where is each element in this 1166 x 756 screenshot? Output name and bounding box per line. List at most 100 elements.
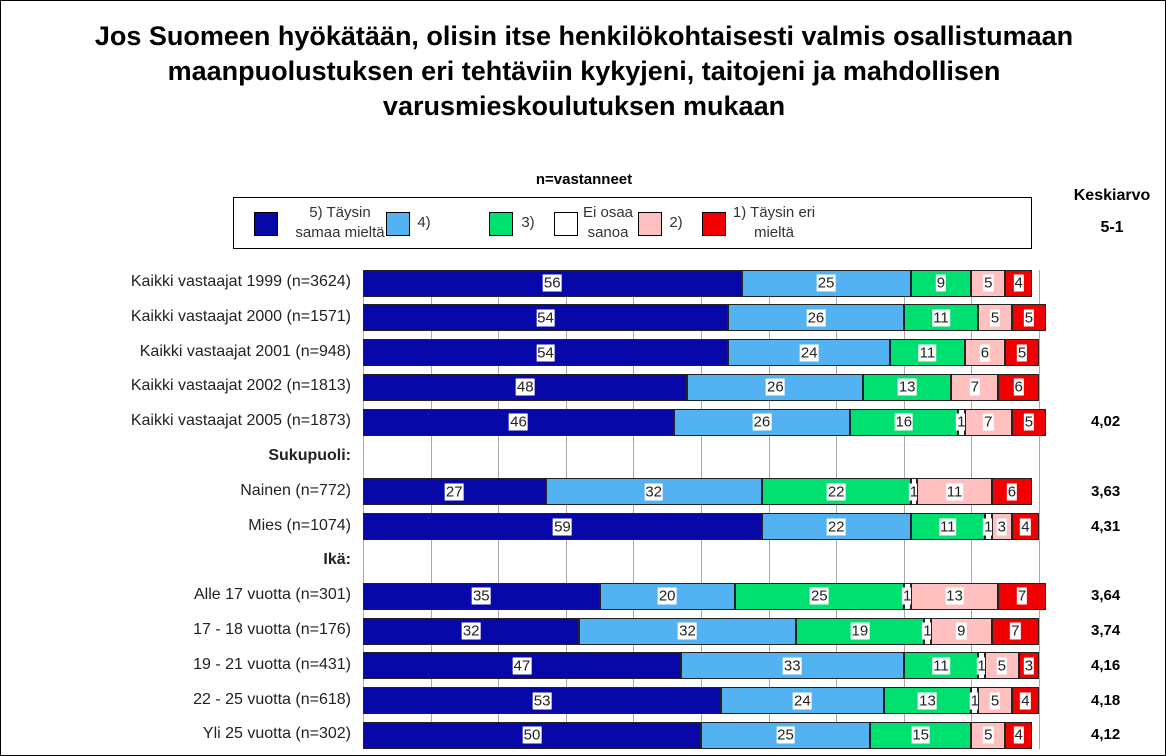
bar-segment	[991, 478, 1033, 506]
value-label: 19	[850, 622, 870, 640]
value-label: 27	[444, 483, 464, 501]
legend-label: Ei osaa sanoa	[582, 204, 634, 241]
grid-line	[768, 269, 770, 749]
value-label: 13	[945, 587, 964, 605]
value-label: 35	[471, 587, 491, 605]
value-label: 46	[509, 413, 528, 431]
value-label: 5	[989, 309, 1001, 327]
category-label: Kaikki vastaajat 1999 (n=3624)	[130, 273, 351, 290]
grid-line	[633, 269, 635, 749]
value-label: 32	[678, 622, 697, 640]
category-label: 22 - 25 vuotta (n=618)	[193, 690, 351, 708]
value-label: 5	[983, 726, 994, 744]
value-label: 7	[983, 413, 994, 431]
value-label: 54	[536, 344, 555, 362]
value-label: 11	[932, 657, 950, 675]
value-label: 9	[935, 274, 947, 292]
mean-value: 3,74	[1091, 622, 1121, 639]
value-label: 59	[553, 518, 572, 536]
bar-segment	[984, 652, 1019, 680]
bar-segment	[903, 304, 979, 332]
value-label: 1	[956, 413, 967, 431]
value-label: 24	[799, 344, 819, 362]
mean-value: 3,63	[1091, 482, 1121, 500]
bar-segment	[1011, 513, 1039, 541]
value-label: 5	[989, 692, 1001, 710]
legend-swatch	[554, 212, 578, 236]
value-label: 7	[969, 378, 980, 396]
value-label: 25	[816, 274, 836, 292]
category-label: Alle 17 vuotta (n=301)	[194, 586, 351, 604]
mean-value: 4,02	[1091, 413, 1121, 431]
value-label: 4	[1020, 518, 1031, 536]
value-label: 6	[1013, 378, 1024, 396]
legend-label: 4)	[417, 214, 431, 231]
grid-line	[903, 269, 905, 749]
bar-segment	[1011, 687, 1039, 715]
chart-title: Jos Suomeen hyökätään, olisin itse henki…	[94, 21, 1074, 121]
category-label: Kaikki vastaajat 2002 (n=1813)	[130, 377, 351, 395]
value-label: 32	[461, 622, 481, 640]
mean-value: 3,64	[1091, 587, 1121, 605]
legend-swatch	[489, 212, 513, 236]
bar-segment	[978, 687, 1012, 715]
category-label: Mies (n=1074)	[248, 516, 351, 534]
value-label: 6	[1006, 483, 1018, 501]
category-label: Ikä:	[323, 551, 351, 569]
grid-line	[971, 269, 973, 749]
value-label: 11	[918, 344, 937, 362]
value-label: 50	[522, 726, 542, 744]
legend-label: 3)	[521, 214, 535, 231]
legend-swatch	[702, 212, 726, 236]
grid-line	[430, 269, 432, 749]
value-label: 4	[1020, 692, 1031, 710]
value-label: 26	[752, 413, 772, 431]
grid-line	[565, 269, 567, 749]
value-label: 5	[983, 274, 994, 292]
mean-value: 4,16	[1091, 656, 1121, 674]
value-label: 56	[542, 274, 562, 292]
value-label: 22	[826, 483, 846, 501]
category-label: Kaikki vastaajat 2000 (n=1571)	[130, 307, 351, 325]
mean-header: Keskiarvo	[1073, 187, 1151, 204]
mean-value: 4,12	[1091, 726, 1121, 744]
legend-label: 1) Täysin eri mieltä	[732, 204, 816, 241]
value-label: 5	[1016, 344, 1028, 362]
legend-swatch	[254, 212, 278, 236]
category-label: Nainen (n=772)	[240, 481, 351, 499]
bar-segment	[964, 408, 1012, 436]
legend-swatch	[638, 212, 662, 236]
value-label: 13	[918, 692, 937, 710]
value-label: 5	[1023, 309, 1035, 327]
grid-line	[836, 269, 838, 749]
value-label: 5	[1023, 413, 1035, 431]
legend-label: 5) Täysin samaa mieltä	[295, 204, 385, 241]
value-label: 7	[1010, 622, 1021, 640]
value-label: 15	[911, 726, 931, 744]
value-label: 54	[536, 309, 555, 327]
value-label: 24	[793, 692, 812, 710]
value-label: 33	[782, 657, 802, 675]
value-label: 4	[1013, 726, 1024, 744]
value-label: 11	[932, 309, 950, 327]
value-label: 1	[908, 483, 920, 501]
value-label: 26	[766, 378, 785, 396]
value-label: 11	[938, 518, 957, 536]
legend: 5) Täysin samaa mieltä 4) 3) Ei osaa sanoa 2…	[233, 197, 1032, 249]
value-label: 1	[983, 518, 994, 536]
value-label: 20	[657, 587, 677, 605]
value-label: 47	[512, 657, 532, 675]
value-label: 25	[809, 587, 829, 605]
bar-segment	[687, 373, 864, 401]
grid-line	[701, 269, 702, 749]
value-label: 1	[969, 692, 980, 710]
category-label: 19 - 21 vuotta (n=431)	[193, 655, 351, 673]
category-label: Sukupuoli:	[268, 447, 351, 464]
value-label: 1	[902, 587, 913, 605]
value-label: 16	[894, 413, 914, 431]
bar-segment	[1005, 269, 1033, 297]
value-label: 13	[897, 378, 917, 396]
value-label: 22	[826, 518, 846, 536]
grid-line	[498, 269, 500, 749]
